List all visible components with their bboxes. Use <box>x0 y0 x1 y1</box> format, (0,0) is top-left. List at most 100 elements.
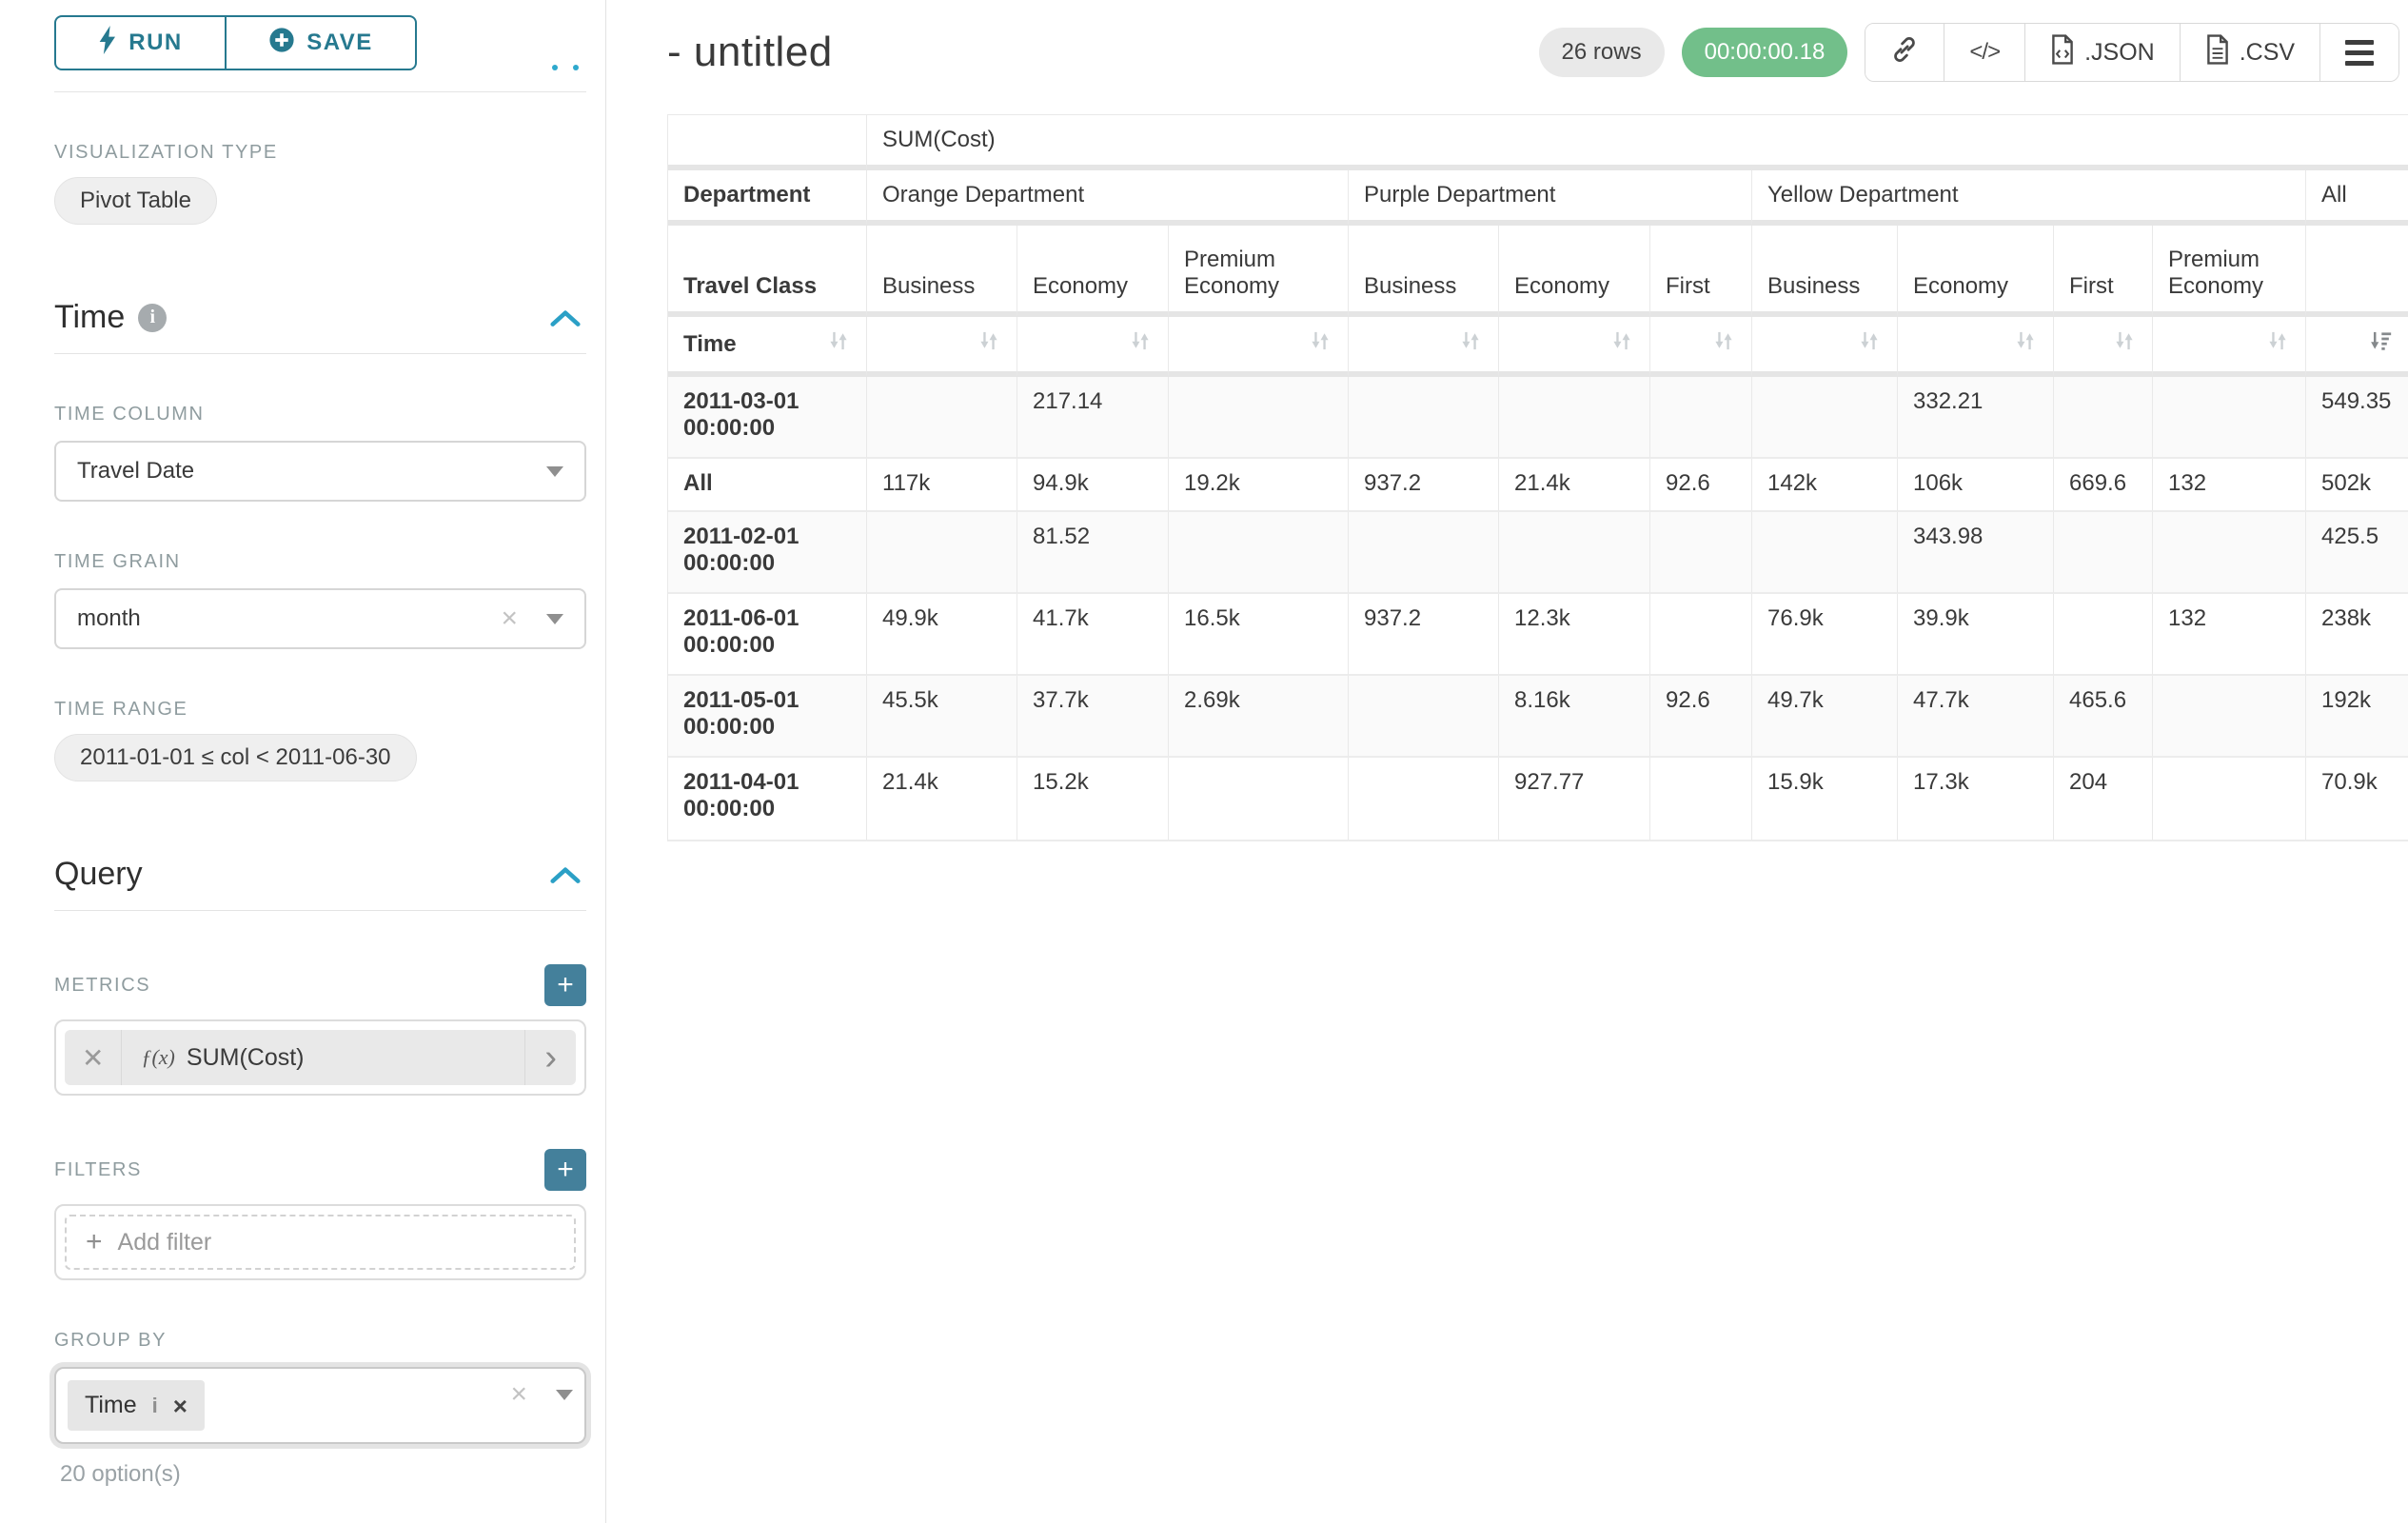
save-button[interactable]: SAVE <box>225 15 417 70</box>
pivot-cell: 92.6 <box>1650 459 1752 512</box>
department-dimension-label: Department <box>668 170 867 226</box>
sort-icon[interactable] <box>2112 333 2137 359</box>
sort-icon[interactable] <box>1609 333 1634 359</box>
pivot-row: 2011-02-01 00:00:0081.52343.98425.5 <box>668 512 2408 594</box>
pivot-cell <box>2054 512 2153 594</box>
chevron-down-icon <box>546 466 563 477</box>
add-filter-button[interactable]: + <box>544 1149 586 1191</box>
pivot-cell: 549.35 <box>2306 377 2408 459</box>
view-query-button[interactable]: </> <box>1944 24 2024 81</box>
time-range-value[interactable]: 2011-01-01 ≤ col < 2011-06-30 <box>54 734 417 781</box>
pivot-row-label: 2011-04-01 00:00:00 <box>668 758 867 841</box>
chevron-right-icon[interactable]: › <box>524 1030 576 1085</box>
pivot-cell <box>2153 676 2306 758</box>
group-by-label: GROUP BY <box>54 1330 586 1352</box>
travel-class-header: Premium Economy <box>1169 226 1349 317</box>
run-button-label: RUN <box>128 30 183 56</box>
info-icon: i <box>138 304 167 332</box>
sort-icon[interactable] <box>1128 333 1153 359</box>
export-csv-button[interactable]: .CSV <box>2180 24 2319 81</box>
metric-header: SUM(Cost) <box>867 115 2408 170</box>
sort-icon[interactable] <box>1308 333 1332 359</box>
export-toolbar: </> .JSON .CSV <box>1865 23 2399 82</box>
plus-circle-icon <box>268 27 295 60</box>
sort-icon[interactable] <box>1857 333 1882 359</box>
sort-icon-cell[interactable] <box>1898 317 2054 377</box>
pivot-cell: 81.52 <box>1017 512 1169 594</box>
sort-icon-cell[interactable] <box>2054 317 2153 377</box>
collapse-time-icon[interactable] <box>550 308 581 327</box>
remove-metric-icon[interactable]: ✕ <box>65 1030 122 1085</box>
pivot-cell: 2.69k <box>1169 676 1349 758</box>
sort-icon-cell[interactable] <box>2153 317 2306 377</box>
function-icon: ƒ(x) <box>141 1045 174 1070</box>
sort-desc-icon-cell[interactable] <box>2306 317 2408 377</box>
sort-icon-cell[interactable] <box>1017 317 1169 377</box>
query-section-header: Query <box>54 856 586 893</box>
pivot-cell <box>1169 758 1349 841</box>
sort-icon-cell[interactable] <box>1752 317 1898 377</box>
sort-icon-cell[interactable] <box>867 317 1017 377</box>
sort-desc-icon[interactable] <box>2368 333 2393 359</box>
sort-icon[interactable] <box>977 333 1001 359</box>
sort-icon[interactable] <box>826 328 851 360</box>
pivot-row: All117k94.9k19.2k937.221.4k92.6142k106k6… <box>668 459 2408 512</box>
travel-class-header: First <box>1650 226 1752 317</box>
add-filter-dropzone[interactable]: + Add filter <box>65 1215 576 1270</box>
json-file-icon <box>2050 34 2075 71</box>
viz-type-value[interactable]: Pivot Table <box>54 177 217 225</box>
pivot-cell <box>1752 512 1898 594</box>
json-label: .JSON <box>2084 39 2155 67</box>
pivot-cell <box>1650 512 1752 594</box>
time-sort-header[interactable]: Time <box>668 317 867 377</box>
clear-icon[interactable]: × <box>510 1380 527 1409</box>
sort-icon-cell[interactable] <box>1650 317 1752 377</box>
pivot-cell: 19.2k <box>1169 459 1349 512</box>
pivot-cell: 937.2 <box>1349 594 1499 676</box>
query-actions: RUN SAVE <box>54 15 586 70</box>
sort-icon[interactable] <box>2013 333 2038 359</box>
pivot-cell: 465.6 <box>2054 676 2153 758</box>
travel-class-header: Business <box>1349 226 1499 317</box>
travel-class-header <box>2306 226 2408 317</box>
collapse-query-icon[interactable] <box>550 865 581 884</box>
sort-icon-cell[interactable] <box>1349 317 1499 377</box>
department-group-header: Purple Department <box>1349 170 1752 226</box>
pivot-cell: 21.4k <box>1499 459 1650 512</box>
menu-button[interactable] <box>2319 24 2398 81</box>
time-grain-select[interactable]: month × <box>54 588 586 649</box>
pivot-cell: 12.3k <box>1499 594 1650 676</box>
remove-chip-icon[interactable]: × <box>173 1394 188 1418</box>
pivot-cell: 45.5k <box>867 676 1017 758</box>
time-column-select[interactable]: Travel Date <box>54 441 586 502</box>
query-timer-badge: 00:00:00.18 <box>1682 28 1848 77</box>
share-link-button[interactable] <box>1865 24 1944 81</box>
clear-icon[interactable]: × <box>501 604 518 633</box>
pivot-cell: 41.7k <box>1017 594 1169 676</box>
pivot-cell: 49.7k <box>1752 676 1898 758</box>
pivot-cell: 238k <box>2306 594 2408 676</box>
sort-icon[interactable] <box>2265 333 2290 359</box>
page-title[interactable]: - untitled <box>667 29 833 76</box>
selected-chip[interactable]: Timei× <box>68 1380 205 1431</box>
pivot-cell: 37.7k <box>1017 676 1169 758</box>
chevron-down-icon <box>546 614 563 624</box>
group-by-select[interactable]: Timei× × <box>54 1367 586 1444</box>
metric-item[interactable]: ✕ ƒ(x) SUM(Cost) › <box>65 1030 576 1085</box>
sort-icon-cell[interactable] <box>1169 317 1349 377</box>
add-filter-placeholder: Add filter <box>118 1229 212 1256</box>
department-group-header: Yellow Department <box>1752 170 2306 226</box>
pivot-row: 2011-05-01 00:00:0045.5k37.7k2.69k8.16k9… <box>668 676 2408 758</box>
viz-type-label: VISUALIZATION TYPE <box>54 142 586 164</box>
add-metric-button[interactable]: + <box>544 964 586 1006</box>
sort-icon[interactable] <box>1458 333 1483 359</box>
export-json-button[interactable]: .JSON <box>2024 24 2180 81</box>
department-group-header: All <box>2306 170 2408 226</box>
sort-icon[interactable] <box>1711 333 1736 359</box>
pivot-cell: 192k <box>2306 676 2408 758</box>
sort-icon-cell[interactable] <box>1499 317 1650 377</box>
travel-class-dimension-label: Travel Class <box>668 226 867 317</box>
query-section-title: Query <box>54 856 143 893</box>
hamburger-icon <box>2345 40 2374 66</box>
run-button[interactable]: RUN <box>54 15 227 70</box>
